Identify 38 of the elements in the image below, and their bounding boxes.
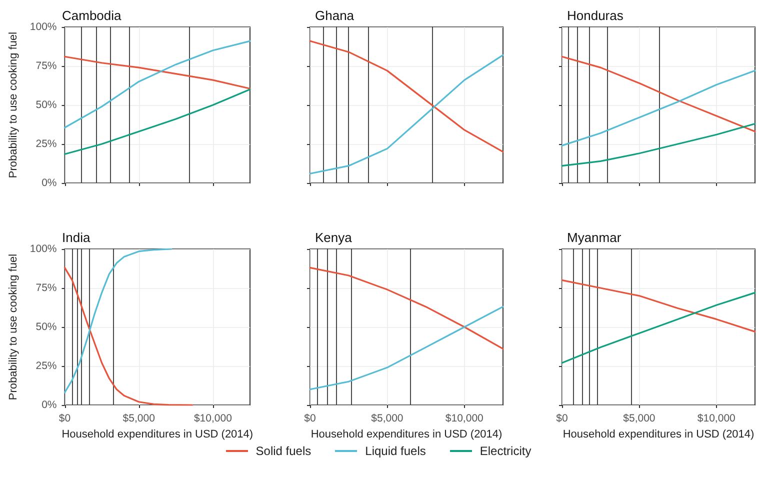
chart-title: Kenya [315,230,353,245]
line-series [64,248,172,394]
legend-label: Electricity [480,444,532,458]
chart-title: India [62,230,91,245]
y-tick-label: 100% [30,21,57,33]
chart-title: Cambodia [62,8,122,23]
line-series [64,40,251,128]
y-tick-label: 50% [36,99,57,111]
legend-label: Solid fuels [256,444,312,458]
y-tick-label: 25% [36,360,57,372]
line-series [64,266,194,406]
x-axis-title: Household expenditures in USD (2014) [310,428,502,440]
x-tick-label: $10,000 [445,412,484,424]
x-tick-label: $5,000 [623,412,656,424]
y-axis-title: Probability to use cooking fuel [8,254,20,400]
y-tick-label: 75% [36,60,57,72]
x-tick-label: $0 [58,412,71,424]
y-tick-label: 25% [36,138,57,150]
x-tick-label: $10,000 [194,412,232,424]
y-tick-label: 0% [42,177,57,189]
y-tick-label: 75% [36,282,57,294]
chart-title: Honduras [567,8,624,23]
x-tick-label: $10,000 [697,412,736,424]
x-tick-label: $0 [304,412,316,424]
chart-title: Ghana [315,8,355,23]
x-axis-title: Household expenditures in USD (2014) [62,428,254,440]
line-series [64,56,251,90]
y-axis-title: Probability to use cooking fuel [8,32,20,178]
chart-title: Myanmar [567,230,622,245]
y-tick-label: 50% [36,321,57,333]
x-tick-label: $5,000 [371,412,404,424]
line-series [64,88,251,155]
x-tick-label: $0 [556,412,568,424]
y-tick-label: 0% [42,399,57,411]
x-axis-title: Household expenditures in USD (2014) [562,428,754,440]
y-tick-label: 100% [30,243,57,255]
x-tick-label: $5,000 [122,412,156,424]
legend-label: Liquid fuels [365,444,426,458]
